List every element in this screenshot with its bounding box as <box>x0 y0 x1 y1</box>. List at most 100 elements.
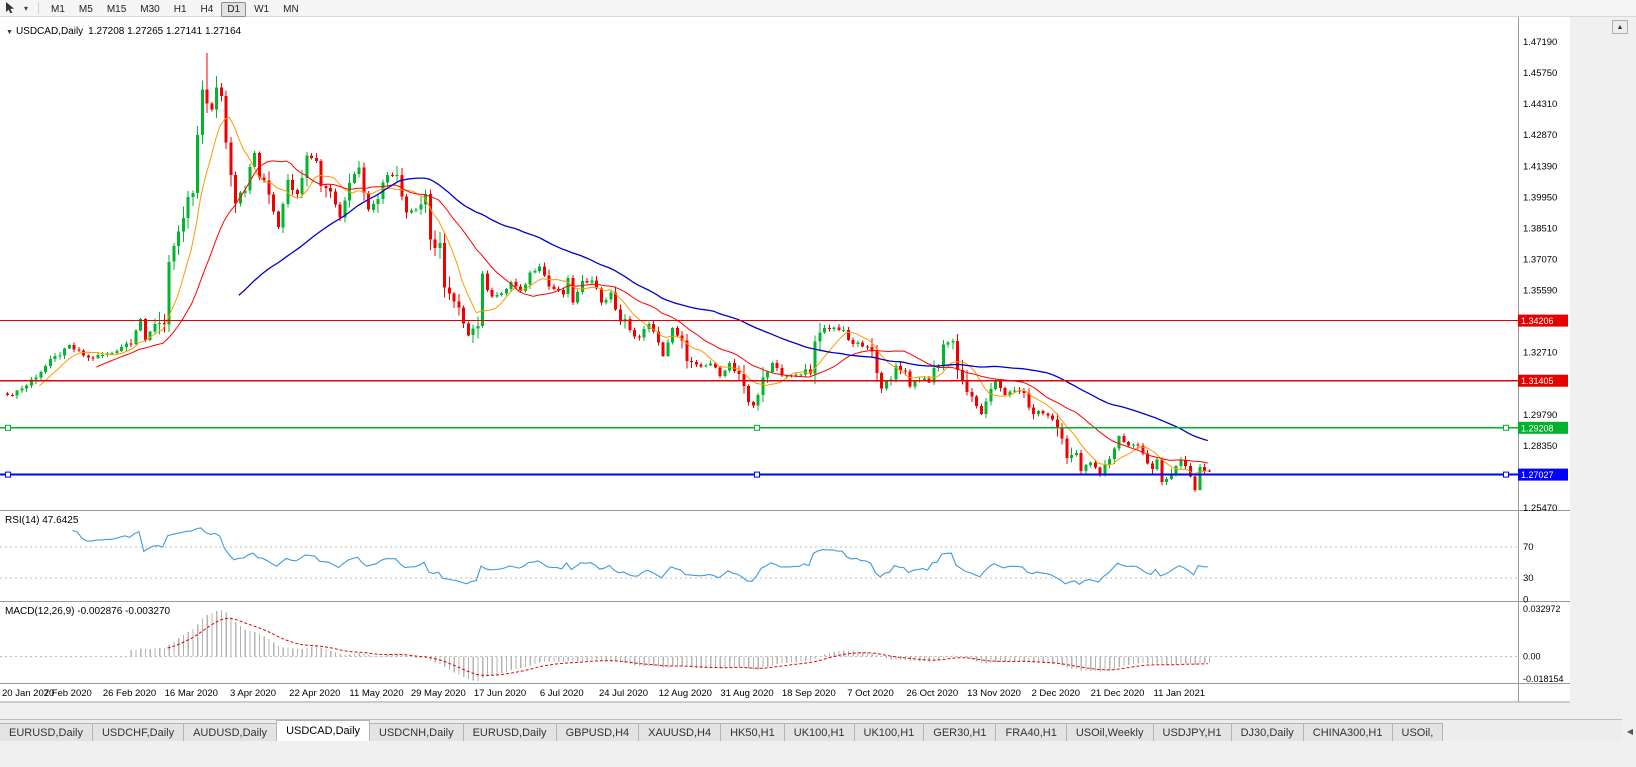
chart-canvas-host[interactable]: 1.47190 1.45750 1.44310 1.42870 1.41390 1.399… <box>0 17 1570 708</box>
chart-tab-FRA40-H1[interactable]: FRA40,H1 <box>995 723 1067 741</box>
ma-line-20[interactable] <box>96 160 1208 464</box>
date-axis-label: 29 May 2020 <box>411 688 466 699</box>
chart-window[interactable]: 1.47190 1.45750 1.44310 1.42870 1.41390 1.399… <box>0 17 1570 703</box>
timeframe-button-H1[interactable]: H1 <box>168 2 193 17</box>
macd-axis-label: 0.032972 <box>1523 604 1561 614</box>
price-tag <box>1518 421 1568 434</box>
tab-scroll-icon[interactable]: ◀ <box>1626 726 1634 736</box>
price-tag-label: 1.34206 <box>1521 316 1554 326</box>
price-axis-label: 1.39950 <box>1523 192 1557 203</box>
chart-dropdown-icon[interactable]: ▼ <box>6 29 13 36</box>
line-handle[interactable] <box>5 424 11 431</box>
chart-tab-AUDUSD-Daily[interactable]: AUDUSD,Daily <box>183 723 278 741</box>
date-axis-label: 11 May 2020 <box>349 688 403 699</box>
chart-title: USDCAD,Daily <box>15 26 84 37</box>
date-axis-label: 31 Aug 2020 <box>720 688 773 699</box>
chart-tab-XAUUSD-H4[interactable]: XAUUSD,H4 <box>638 723 722 741</box>
macd-axis-label: 0.00 <box>1523 651 1541 661</box>
date-axis-label: 21 Dec 2020 <box>1091 688 1145 699</box>
date-axis-label: 13 Nov 2020 <box>967 688 1021 699</box>
chart-tab-USDCAD-Daily[interactable]: USDCAD,Daily <box>276 720 371 741</box>
macd-axis-label: -0.018154 <box>1523 674 1564 684</box>
line-handle[interactable] <box>754 424 760 431</box>
line-handle[interactable] <box>754 471 760 478</box>
price-axis-label: 1.47190 <box>1523 37 1557 48</box>
rsi-axis-label: 0 <box>1523 595 1528 606</box>
timeframe-button-MN[interactable]: MN <box>277 2 305 17</box>
price-axis-label: 1.28350 <box>1523 441 1557 452</box>
chart-tab-CHINA300-H1[interactable]: CHINA300,H1 <box>1302 723 1393 741</box>
price-axis-label: 1.38510 <box>1523 223 1557 234</box>
price-tag <box>1518 374 1568 387</box>
date-axis-label: 26 Oct 2020 <box>906 688 958 699</box>
price-axis-label: 1.37070 <box>1523 255 1557 266</box>
scroll-up-button[interactable]: ▲ <box>1612 20 1628 34</box>
line-handle[interactable] <box>5 471 11 478</box>
price-tag <box>1518 314 1568 327</box>
price-tag-label: 1.29208 <box>1521 423 1554 433</box>
price-tag-label: 1.27027 <box>1521 470 1554 480</box>
rsi-axis-label: 30 <box>1523 573 1534 584</box>
date-axis-label: 18 Sep 2020 <box>782 688 836 699</box>
price-axis-label: 1.45750 <box>1523 68 1557 79</box>
timeframe-button-M30[interactable]: M30 <box>134 2 165 17</box>
timeframe-button-M5[interactable]: M5 <box>73 2 99 17</box>
date-axis-label: 17 Jun 2020 <box>474 688 526 699</box>
chart-tab-USDCNH-Daily[interactable]: USDCNH,Daily <box>369 723 464 741</box>
price-axis-label: 1.41390 <box>1523 161 1557 172</box>
rsi-axis-label: 70 <box>1523 542 1534 553</box>
price-axis-label: 1.32710 <box>1523 348 1557 359</box>
chart-tab-USDCHF-Daily[interactable]: USDCHF,Daily <box>91 723 185 741</box>
cursor-icon[interactable] <box>3 2 17 15</box>
line-handle[interactable] <box>1503 424 1509 431</box>
date-axis-label: 3 Apr 2020 <box>230 688 276 699</box>
toolbar-timeframes: ▾ M1 M5 M15 M30 H1 H4 D1 W1 MN <box>0 0 1636 17</box>
chart-tab-USOil[interactable]: USOil, <box>1391 723 1444 741</box>
timeframe-button-W1[interactable]: W1 <box>248 2 275 17</box>
chart-tab-UK100-H1[interactable]: UK100,H1 <box>853 723 925 741</box>
price-axis-label: 1.29790 <box>1523 410 1557 421</box>
ma-line-50[interactable] <box>238 177 1208 442</box>
price-axis-label: 1.25470 <box>1523 503 1557 514</box>
price-axis-label: 1.35590 <box>1523 286 1557 297</box>
chart-tab-DJ30-Daily[interactable]: DJ30,Daily <box>1230 723 1304 741</box>
chart-background[interactable] <box>0 17 1570 703</box>
timeframe-buttons: M1 M5 M15 M30 H1 H4 D1 W1 MN <box>44 0 306 17</box>
macd-label: MACD(12,26,9) -0.002876 -0.003270 <box>5 606 171 617</box>
chart-tab-USDJPY-H1[interactable]: USDJPY,H1 <box>1152 723 1232 741</box>
date-axis-label: 11 Jan 2021 <box>1154 688 1206 699</box>
macd-signal-line <box>167 617 1208 676</box>
ma-line-8[interactable] <box>38 116 1208 475</box>
date-axis-label: 12 Aug 2020 <box>659 688 712 699</box>
toolbar-separator <box>38 2 39 14</box>
chart-tab-EURUSD-Daily[interactable]: EURUSD,Daily <box>0 723 93 741</box>
chart-tab-HK50-H1[interactable]: HK50,H1 <box>720 723 785 741</box>
date-axis-label: 7 Oct 2020 <box>847 688 893 699</box>
chart-tab-GER30-H1[interactable]: GER30,H1 <box>923 723 997 741</box>
date-axis-label: 2 Dec 2020 <box>1032 688 1081 699</box>
date-axis-label: 22 Apr 2020 <box>289 688 340 699</box>
chart-tab-EURUSD-Daily[interactable]: EURUSD,Daily <box>462 723 557 741</box>
price-axis-label: 1.44310 <box>1523 99 1557 110</box>
chart-tab-GBPUSD-H4[interactable]: GBPUSD,H4 <box>555 723 640 741</box>
date-axis-label: 24 Jul 2020 <box>599 688 648 699</box>
chart-canvas[interactable]: 1.47190 1.45750 1.44310 1.42870 1.41390 1.399… <box>0 17 1570 703</box>
line-handle[interactable] <box>1503 471 1509 478</box>
price-axis-label: 1.42870 <box>1523 130 1557 141</box>
date-axis-label: 20 Jan 2020 <box>2 688 54 699</box>
chevron-down-icon[interactable]: ▾ <box>23 3 28 13</box>
chart-ohlc-values: 1.27208 1.27265 1.27141 1.27164 <box>88 26 242 37</box>
chart-tab-UK100-H1[interactable]: UK100,H1 <box>783 723 855 741</box>
timeframe-button-M1[interactable]: M1 <box>45 2 71 17</box>
rsi-label: RSI(14) 47.6425 <box>5 515 79 526</box>
timeframe-button-H4[interactable]: H4 <box>195 2 220 17</box>
chart-tab-USOil-Weekly[interactable]: USOil,Weekly <box>1065 723 1154 741</box>
date-axis-label: 6 Jul 2020 <box>540 688 584 699</box>
date-axis-label: 16 Mar 2020 <box>165 688 218 699</box>
timeframe-button-M15[interactable]: M15 <box>101 2 132 17</box>
timeframe-button-D1[interactable]: D1 <box>221 2 247 17</box>
price-tag <box>1518 468 1568 481</box>
date-axis-label: 7 Feb 2020 <box>44 688 92 699</box>
chart-tabs-bar: EURUSD,Daily USDCHF,Daily AUDUSD,Daily USDC… <box>0 719 1622 741</box>
price-tag-label: 1.31405 <box>1521 376 1554 386</box>
